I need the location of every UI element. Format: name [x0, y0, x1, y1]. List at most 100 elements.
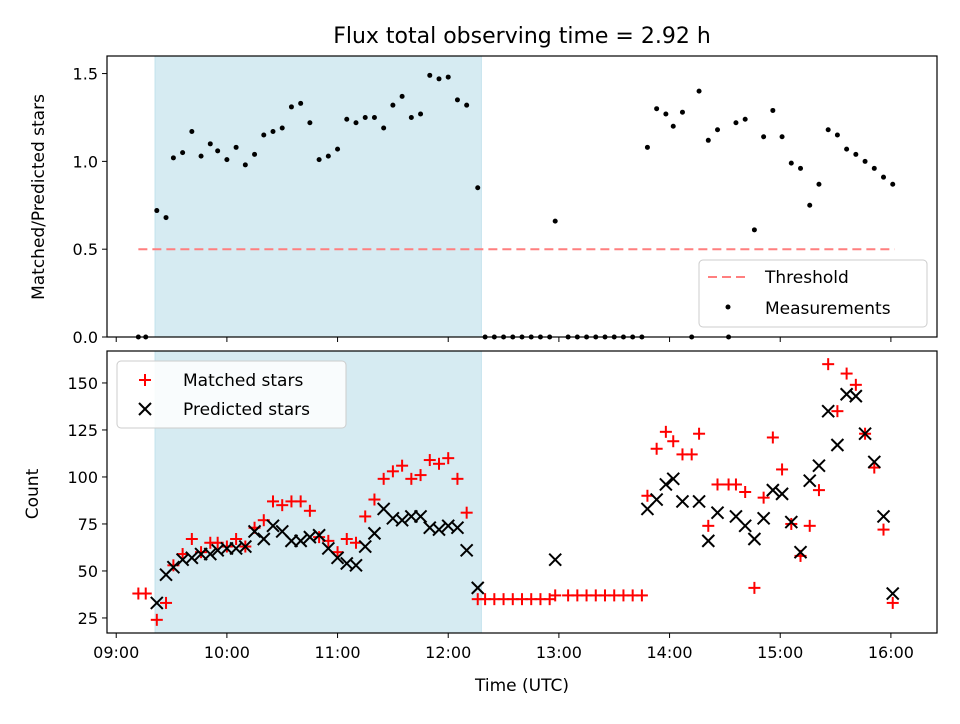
measurement-point: [654, 106, 660, 112]
matched-star-marker: [139, 587, 152, 600]
matched-star-marker: [414, 469, 427, 482]
measurement-point: [761, 134, 767, 140]
chart-title: Flux total observing time = 2.92 h: [333, 24, 711, 49]
count-y-tick-label: 100: [67, 468, 98, 487]
ratio-y-tick-label: 1.0: [73, 152, 98, 171]
measurement-point: [733, 120, 739, 126]
measurement-point: [881, 174, 887, 180]
matched-star-marker: [276, 499, 289, 512]
predicted-star-marker: [692, 494, 706, 509]
predicted-star-marker: [756, 511, 771, 526]
predicted-star-marker: [775, 487, 789, 501]
measurement-point: [362, 114, 368, 120]
measurement-point: [198, 153, 204, 159]
measurement-point: [252, 151, 258, 157]
predicted-star-marker: [710, 505, 725, 520]
matched-star-marker: [230, 533, 243, 545]
matched-star-marker: [702, 519, 715, 532]
matched-star-marker: [650, 442, 663, 455]
matched-star-marker: [785, 517, 798, 530]
predicted-star-marker: [257, 532, 271, 546]
predicted-star-marker: [166, 560, 181, 574]
count-y-tick-label: 150: [67, 374, 98, 393]
matched-star-marker: [803, 519, 816, 532]
measurement-point: [825, 127, 831, 133]
matched-star-marker: [220, 540, 233, 553]
predicted-star-marker: [659, 477, 673, 492]
measurement-point: [298, 100, 304, 106]
measurement-point: [770, 107, 776, 113]
measurement-point: [224, 157, 230, 163]
matched-star-marker: [423, 454, 436, 467]
predicted-star-marker: [821, 404, 835, 418]
matched-star-marker: [359, 510, 372, 523]
ratio-y-tick-label: 0.5: [73, 240, 98, 259]
measurement-point: [454, 97, 460, 103]
matched-stars-points: [132, 358, 899, 626]
measurement-point: [816, 181, 822, 187]
measurement-point: [353, 120, 359, 126]
predicted-star-marker: [266, 519, 280, 533]
count-y-tick-label: 25: [78, 609, 98, 628]
ratio-legend: Threshold Measurements: [698, 259, 928, 328]
predicted-star-marker: [886, 586, 900, 601]
predicted-star-marker: [830, 438, 845, 452]
measurement-point: [890, 181, 896, 187]
measurement-point: [163, 215, 169, 221]
measurement-point: [207, 141, 213, 147]
matched-star-marker: [460, 506, 473, 519]
x-tick-label: 16:00: [868, 643, 914, 662]
matched-star-marker: [368, 493, 381, 506]
measurement-point: [307, 120, 313, 126]
matched-star-marker: [433, 457, 445, 470]
x-tick-label: 11:00: [315, 643, 361, 662]
matched-star-marker: [442, 452, 455, 465]
measurements-legend-label: Measurements: [765, 299, 891, 319]
ratio-axes-frame: [106, 55, 938, 338]
matched-star-marker: [739, 486, 752, 498]
measurement-point: [663, 111, 669, 117]
matched-star-marker: [685, 448, 698, 461]
matched-star-marker: [667, 435, 680, 448]
predicted-star-marker: [649, 492, 664, 507]
matched-star-marker: [831, 405, 844, 418]
matched-legend-label: Matched stars: [183, 371, 303, 391]
count-axes-frame: [106, 350, 938, 634]
predicted-star-marker: [666, 472, 680, 486]
matched-star-marker: [729, 478, 742, 491]
count-panel: 25 50 75 100 125 150 09:00 10:00 11:00 12:00 13:0…: [23, 350, 938, 696]
predicted-star-marker: [293, 534, 308, 548]
count-y-axis-label: Count: [23, 468, 43, 519]
measurement-point: [464, 102, 470, 108]
matched-star-marker: [711, 478, 724, 491]
matched-star-marker: [849, 378, 862, 391]
predicted-star-marker: [330, 551, 345, 565]
measurement-point: [154, 208, 160, 214]
measurement-point: [715, 127, 721, 133]
predicted-star-marker: [395, 513, 409, 527]
count-y-tick-label: 50: [78, 562, 98, 581]
x-tick-label: 13:00: [536, 643, 582, 662]
predicted-star-marker: [812, 458, 826, 473]
predicted-star-marker: [358, 539, 372, 554]
matched-star-marker: [693, 427, 706, 440]
matched-star-marker: [776, 463, 789, 476]
x-tick-label: 10:00: [204, 643, 250, 662]
x-tick-label: 12:00: [425, 643, 471, 662]
measurement-point: [670, 123, 676, 129]
predicted-star-marker: [548, 552, 562, 567]
matched-star-marker: [405, 472, 418, 485]
measurement-point: [679, 109, 685, 115]
x-tick-label: 09:00: [93, 643, 139, 662]
predicted-star-marker: [747, 532, 762, 546]
predicted-stars-points: [150, 387, 900, 610]
predicted-star-marker: [432, 522, 446, 537]
matched-star-marker: [176, 548, 189, 561]
ratio-y-ticks: 0.0 0.5 1.0 1.5: [73, 65, 107, 347]
x-tick-label: 14:00: [647, 643, 693, 662]
ratio-y-tick-label: 1.5: [73, 65, 98, 84]
matched-star-marker: [659, 425, 672, 438]
predicted-star-marker: [766, 483, 780, 497]
matched-star-marker: [812, 484, 825, 497]
